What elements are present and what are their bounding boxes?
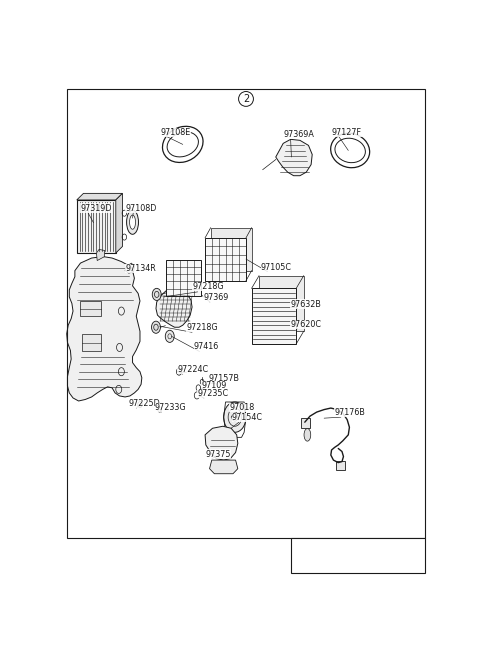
Polygon shape (205, 426, 238, 460)
Ellipse shape (130, 215, 135, 229)
Text: 97108E: 97108E (160, 128, 191, 137)
Text: 97319D: 97319D (81, 203, 112, 213)
Polygon shape (259, 276, 304, 331)
Polygon shape (125, 263, 134, 273)
Text: 97105C: 97105C (261, 262, 292, 272)
Polygon shape (81, 301, 101, 316)
Text: 97416: 97416 (194, 342, 219, 352)
Polygon shape (166, 260, 202, 296)
Circle shape (232, 413, 238, 421)
Text: 97134R: 97134R (125, 264, 156, 273)
Text: 97375: 97375 (205, 449, 230, 459)
Text: THE NO.97001 : ①~②: THE NO.97001 : ①~② (294, 559, 381, 567)
Text: 97218G: 97218G (186, 323, 218, 333)
Text: 97109: 97109 (202, 381, 227, 390)
Text: 97620C: 97620C (290, 319, 322, 329)
Text: 97218G: 97218G (192, 282, 224, 291)
Text: 97176B: 97176B (335, 408, 365, 417)
Circle shape (224, 402, 246, 432)
Polygon shape (116, 194, 122, 253)
Circle shape (177, 368, 181, 375)
Text: 97632B: 97632B (290, 300, 322, 308)
Circle shape (138, 401, 142, 407)
Ellipse shape (127, 210, 139, 234)
Text: 97127F: 97127F (332, 128, 361, 137)
Text: 97369: 97369 (203, 293, 228, 302)
Bar (290, 539, 424, 573)
Circle shape (165, 330, 174, 342)
Text: 97157B: 97157B (208, 374, 239, 383)
Polygon shape (83, 334, 101, 352)
Bar (336, 461, 345, 470)
Text: 97369A: 97369A (283, 131, 314, 139)
Text: 97233G: 97233G (155, 403, 187, 412)
Polygon shape (211, 228, 252, 271)
Text: 97224C: 97224C (177, 365, 208, 374)
Polygon shape (205, 238, 246, 281)
Text: 97235C: 97235C (198, 389, 229, 398)
Polygon shape (276, 139, 312, 176)
Polygon shape (77, 200, 116, 253)
Polygon shape (96, 249, 105, 260)
Polygon shape (156, 289, 192, 327)
Bar (301, 418, 311, 428)
Text: 2: 2 (243, 94, 249, 104)
Text: 97154C: 97154C (232, 413, 263, 422)
Text: 97018: 97018 (229, 403, 254, 412)
Text: NOTE: NOTE (294, 541, 319, 550)
Text: 97108D: 97108D (125, 203, 156, 213)
Polygon shape (77, 194, 122, 200)
Circle shape (152, 289, 161, 300)
Text: 97225D: 97225D (129, 399, 161, 408)
Polygon shape (67, 256, 142, 401)
Polygon shape (210, 460, 238, 474)
Polygon shape (252, 289, 296, 344)
Bar (67, 89, 424, 539)
Circle shape (152, 321, 160, 333)
Ellipse shape (304, 428, 311, 441)
